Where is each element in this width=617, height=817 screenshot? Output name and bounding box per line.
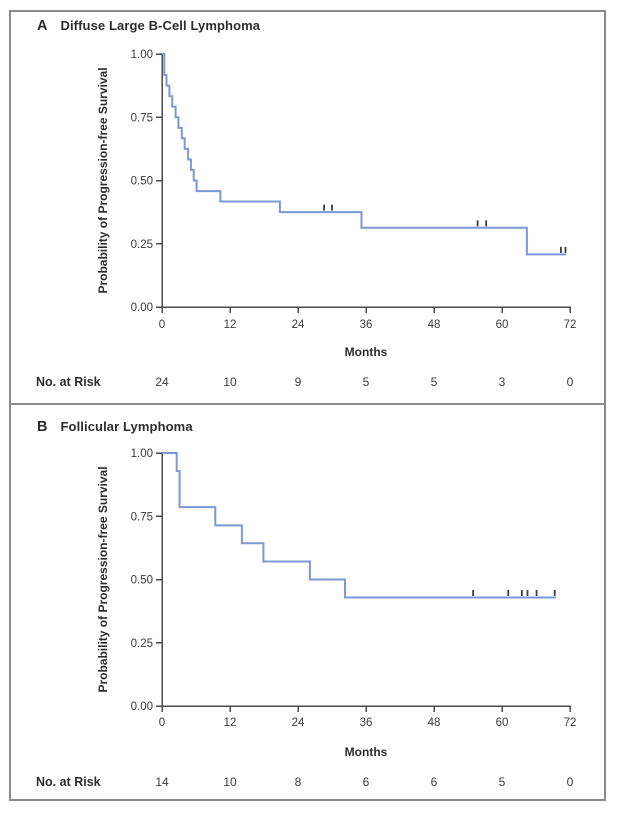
survival-curve (162, 452, 556, 599)
svg-text:5: 5 (363, 375, 370, 389)
y-axis-label: Probability of Progression-free Survival (96, 466, 110, 692)
svg-text:12: 12 (224, 319, 237, 331)
svg-text:72: 72 (564, 319, 577, 331)
svg-text:1.00: 1.00 (131, 49, 153, 61)
svg-text:24: 24 (292, 319, 305, 331)
panel-a-letter: A (37, 18, 48, 34)
svg-text:0: 0 (567, 375, 574, 389)
svg-text:60: 60 (496, 319, 509, 331)
svg-text:72: 72 (564, 717, 577, 729)
risk-row-label: No. at Risk (36, 375, 101, 389)
figure-frame (9, 10, 606, 801)
svg-text:0.50: 0.50 (131, 176, 153, 188)
y-axis-label: Probability of Progression-free Survival (96, 67, 110, 293)
svg-text:3: 3 (499, 375, 506, 389)
svg-text:0.50: 0.50 (131, 575, 153, 587)
svg-text:0.75: 0.75 (131, 511, 153, 523)
svg-text:36: 36 (360, 717, 373, 729)
panel-b-title: B Follicular Lymphoma (37, 419, 193, 435)
svg-text:48: 48 (428, 319, 441, 331)
panel-b-letter: B (37, 419, 48, 435)
panel-a-chart: 0.00 0.25 0.50 0.75 1.00 0 12 24 36 48 60 72 Months P… (36, 49, 577, 389)
svg-text:24: 24 (155, 375, 169, 389)
tick-labels: 0.00 0.25 0.50 0.75 1.00 0 12 24 36 48 60 72 (131, 49, 577, 331)
panel-a-title: A Diffuse Large B-Cell Lymphoma (37, 18, 260, 34)
svg-text:0.75: 0.75 (131, 112, 153, 124)
risk-table-row: No. at Risk 24 10 9 5 5 3 0 (36, 375, 574, 389)
svg-text:0.25: 0.25 (131, 239, 153, 251)
svg-text:14: 14 (155, 775, 169, 789)
risk-row-label: No. at Risk (36, 775, 101, 789)
x-axis-label: Months (345, 745, 388, 759)
survival-curve (162, 53, 566, 256)
svg-text:0: 0 (159, 319, 165, 331)
svg-text:0.00: 0.00 (131, 302, 153, 314)
censor-marks (472, 589, 556, 596)
svg-text:6: 6 (431, 775, 438, 789)
tick-labels: 0.00 0.25 0.50 0.75 1.00 0 12 24 36 48 60 72 (131, 448, 577, 729)
svg-text:0.00: 0.00 (131, 701, 153, 713)
panel-b-chart: 0.000.250.500.751.000 12 24 36 48 60 72MonthsP… (36, 448, 577, 789)
svg-text:5: 5 (431, 375, 438, 389)
svg-text:10: 10 (223, 775, 237, 789)
panel-divider (9, 403, 606, 405)
svg-text:36: 36 (360, 319, 373, 331)
svg-text:0: 0 (159, 717, 165, 729)
panel-a-title-text: Diffuse Large B-Cell Lymphoma (60, 18, 261, 33)
svg-text:48: 48 (428, 717, 441, 729)
panel-b-title-text: Follicular Lymphoma (60, 419, 193, 434)
svg-text:6: 6 (363, 775, 370, 789)
svg-text:0.25: 0.25 (131, 638, 153, 650)
svg-text:9: 9 (295, 375, 302, 389)
svg-text:60: 60 (496, 717, 509, 729)
axes (156, 53, 571, 313)
svg-text:0: 0 (567, 775, 574, 789)
axes (156, 452, 571, 712)
svg-text:10: 10 (223, 375, 237, 389)
svg-text:8: 8 (295, 775, 302, 789)
svg-text:1.00: 1.00 (131, 448, 153, 460)
x-axis-label: Months (345, 345, 388, 359)
risk-table-row: No. at Risk 14 10 8 6 6 5 0 (36, 775, 574, 789)
svg-text:12: 12 (224, 717, 237, 729)
svg-text:5: 5 (499, 775, 506, 789)
censor-marks (323, 204, 567, 253)
svg-text:24: 24 (292, 717, 305, 729)
